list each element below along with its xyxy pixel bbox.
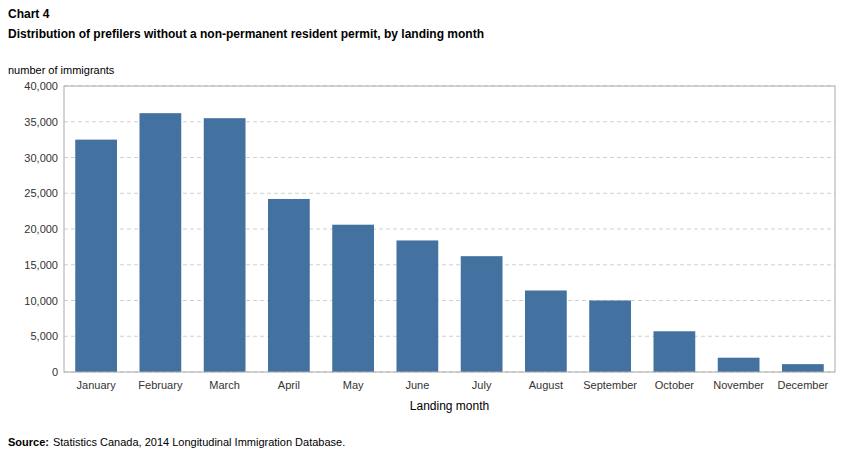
bar bbox=[589, 301, 631, 373]
x-tick-label: November bbox=[713, 379, 764, 391]
x-axis-label: Landing month bbox=[410, 399, 489, 413]
y-tick-label: 25,000 bbox=[24, 187, 58, 199]
x-tick-label: April bbox=[278, 379, 300, 391]
bar bbox=[782, 364, 824, 372]
bar bbox=[75, 140, 117, 372]
y-tick-label: 35,000 bbox=[24, 116, 58, 128]
y-tick-label: 5,000 bbox=[30, 330, 58, 342]
chart-label: Chart 4 bbox=[8, 7, 50, 21]
bar bbox=[396, 240, 438, 372]
bar bbox=[204, 118, 246, 372]
y-axis-label: number of immigrants bbox=[8, 64, 115, 76]
y-tick-label: 0 bbox=[52, 366, 58, 378]
plot-frame bbox=[64, 86, 835, 372]
x-tick-label: May bbox=[343, 379, 364, 391]
x-tick-label: December bbox=[778, 379, 829, 391]
y-tick-label: 40,000 bbox=[24, 80, 58, 92]
source: Source: Statistics Canada, 2014 Longitudi… bbox=[8, 436, 345, 448]
title: Distribution of prefilers without a non-… bbox=[8, 27, 484, 41]
x-tick-label: September bbox=[583, 379, 637, 391]
chart: Chart 4 Distribution of prefilers without… bbox=[0, 0, 851, 454]
y-tick-label: 20,000 bbox=[24, 223, 58, 235]
bar bbox=[461, 256, 503, 372]
bar bbox=[139, 113, 181, 372]
y-tick-label: 30,000 bbox=[24, 152, 58, 164]
source-text: Statistics Canada, 2014 Longitudinal Imm… bbox=[53, 436, 345, 448]
x-tick-label: July bbox=[472, 379, 492, 391]
bar bbox=[268, 199, 310, 372]
x-tick-label: February bbox=[138, 379, 183, 391]
bar bbox=[332, 225, 374, 372]
source-label: Source: bbox=[8, 436, 49, 448]
x-tick-label: January bbox=[77, 379, 117, 391]
x-tick-label: August bbox=[529, 379, 563, 391]
bars bbox=[75, 113, 824, 372]
bar bbox=[718, 358, 760, 372]
x-tick-label: October bbox=[655, 379, 694, 391]
x-tick-label: March bbox=[209, 379, 240, 391]
bar bbox=[525, 290, 567, 372]
x-tick-label: June bbox=[405, 379, 429, 391]
bar bbox=[653, 331, 695, 372]
y-tick-label: 10,000 bbox=[24, 295, 58, 307]
grid bbox=[64, 86, 835, 372]
y-tick-label: 15,000 bbox=[24, 259, 58, 271]
